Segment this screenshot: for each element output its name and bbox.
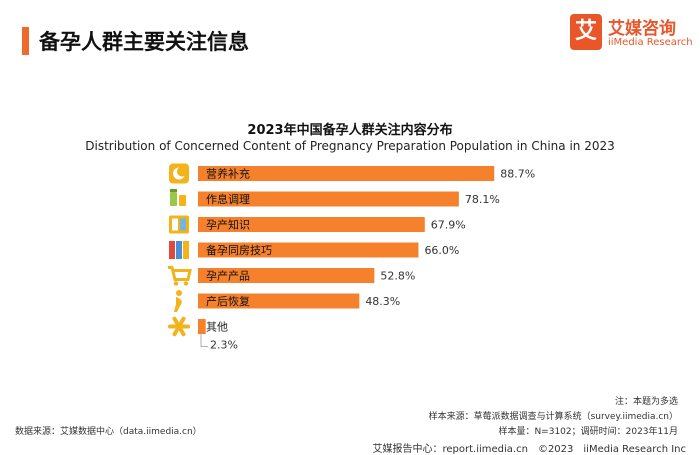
category-label: 其他 xyxy=(206,321,228,334)
moon-icon xyxy=(169,163,189,184)
chart-title: 2023年中国备孕人群关注内容分布 xyxy=(247,123,453,138)
category-label: 孕产产品 xyxy=(206,269,250,283)
value-label: 48.3% xyxy=(365,295,400,308)
value-label: 52.8% xyxy=(380,270,415,283)
bar-4 xyxy=(198,242,419,258)
chart-subtitle: Distribution of Concerned Content of Pre… xyxy=(85,139,615,153)
bar-1 xyxy=(198,166,495,181)
value-label: 78.1% xyxy=(465,193,500,206)
value-label: 2.3% xyxy=(210,339,238,352)
footer-text: 艾媒报告中心：report.iimedia.cn ©2023 iiMedia R… xyxy=(372,444,687,455)
sample-info: 样本量：N=3102；调研时间：2023年11月 xyxy=(498,427,678,437)
value-label: 66.0% xyxy=(424,244,459,257)
cart-icon xyxy=(168,266,192,286)
footnote-multi-select: 注：本题为多选 xyxy=(614,397,678,407)
value-label: 88.7% xyxy=(500,168,535,181)
bar-2 xyxy=(198,191,459,207)
figure-icon xyxy=(174,290,182,312)
category-label: 作息调理 xyxy=(206,192,250,206)
category-label: 营养补充 xyxy=(206,167,250,181)
bottles-icon xyxy=(170,189,186,206)
asterisk-icon xyxy=(168,316,190,337)
books-icon xyxy=(169,241,189,259)
logo-name-en: iiMedia Research xyxy=(608,37,693,48)
bar-3 xyxy=(198,217,425,232)
category-label: 产后恢复 xyxy=(206,294,250,308)
bar-6 xyxy=(198,293,360,309)
sample-source: 样本来源：草莓派数据调查与计算系统（survey.iimedia.cn） xyxy=(428,412,678,422)
header-accent-bar xyxy=(22,27,29,55)
data-source: 数据来源：艾媒数据中心（data.iimedia.cn） xyxy=(15,427,202,437)
category-label: 孕产知识 xyxy=(206,218,250,232)
brand-logo: 艾 艾媒咨询 iiMedia Research xyxy=(570,14,695,56)
logo-name-cn: 艾媒咨询 xyxy=(608,19,676,39)
book-icon xyxy=(169,215,189,234)
page-title: 备孕人群主要关注信息 xyxy=(39,30,249,54)
value-label: 67.9% xyxy=(431,219,466,232)
bar-5 xyxy=(198,268,375,283)
bar-7 xyxy=(198,319,206,334)
value-leader-line xyxy=(200,334,208,347)
logo-mark: 艾 xyxy=(570,14,602,50)
category-label: 备孕同房技巧 xyxy=(206,243,272,257)
